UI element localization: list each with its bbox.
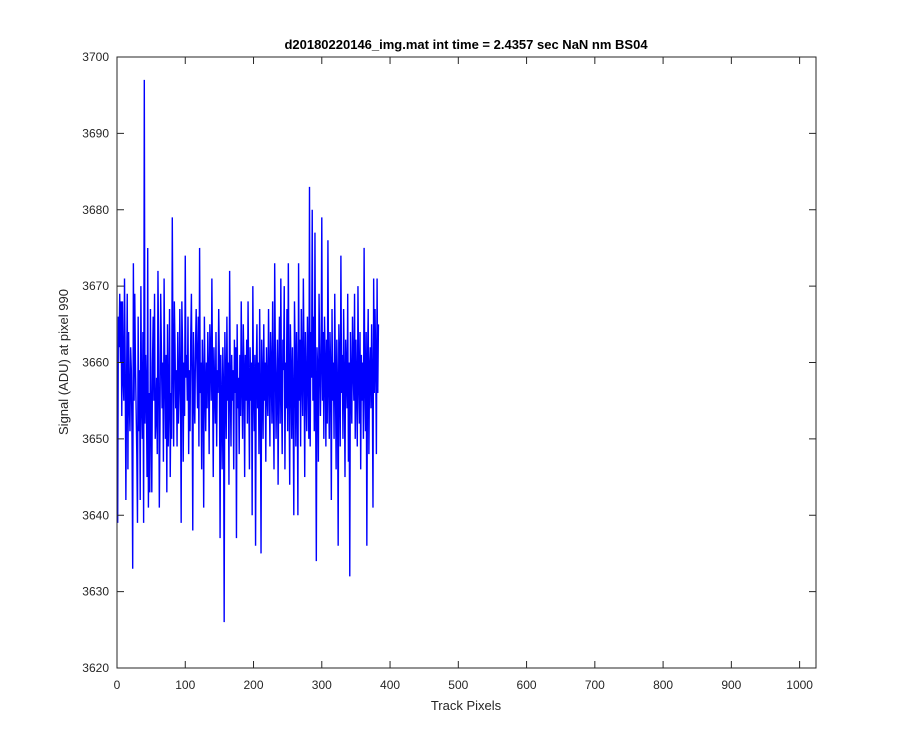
x-tick-label: 700: [585, 678, 605, 692]
y-tick-label: 3630: [82, 585, 109, 599]
y-tick-label: 3680: [82, 203, 109, 217]
y-tick-label: 3690: [82, 126, 109, 140]
x-tick-label: 400: [380, 678, 400, 692]
x-tick-label: 1000: [786, 678, 813, 692]
x-tick-label: 0: [114, 678, 121, 692]
x-tick-label: 600: [517, 678, 537, 692]
x-tick-label: 900: [721, 678, 741, 692]
x-tick-label: 500: [448, 678, 468, 692]
y-tick-label: 3660: [82, 356, 109, 370]
x-tick-label: 800: [653, 678, 673, 692]
x-tick-label: 300: [312, 678, 332, 692]
plot-area: [117, 57, 816, 668]
chart-title: d20180220146_img.mat int time = 2.4357 s…: [284, 37, 648, 52]
y-tick-label: 3620: [82, 661, 109, 675]
tick-layer: 0 100 200 300 400 500 600 700 800 900 1000 3620 3630…: [82, 50, 816, 692]
x-tick-label: 100: [175, 678, 195, 692]
y-tick-label: 3700: [82, 50, 109, 64]
series-line: [116, 79, 380, 623]
y-axis-label: Signal (ADU) at pixel 990: [56, 289, 71, 435]
x-axis-label: Track Pixels: [431, 698, 502, 713]
y-tick-label: 3640: [82, 508, 109, 522]
x-tick-label: 200: [244, 678, 264, 692]
y-tick-label: 3670: [82, 279, 109, 293]
y-tick-label: 3650: [82, 432, 109, 446]
series-layer: [116, 79, 380, 623]
